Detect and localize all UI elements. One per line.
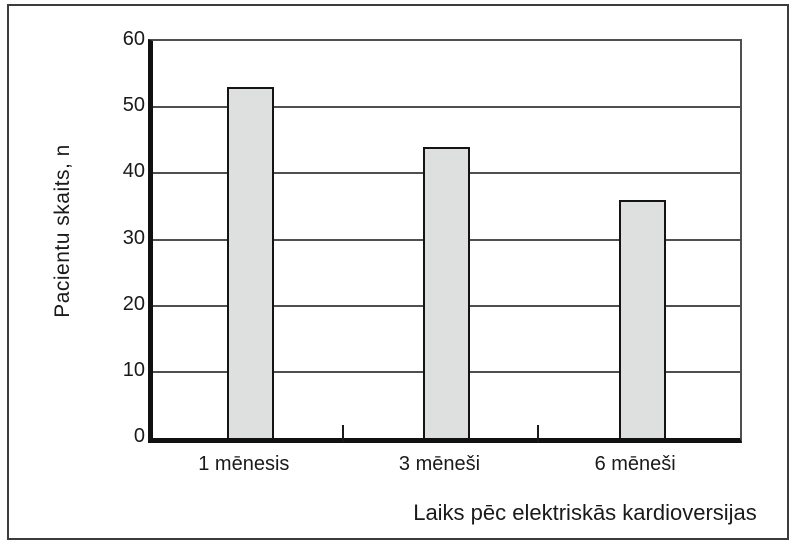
bar-3 mēneši	[423, 146, 470, 438]
x-axis-tick-1	[341, 425, 344, 442]
y-tick-label-10: 10	[122, 358, 145, 381]
y-tick-label-60: 60	[122, 28, 145, 50]
bar-1 mēnesis	[227, 87, 275, 438]
gridline-y50	[153, 106, 740, 109]
plot-area	[148, 39, 742, 443]
x-axis-tick-2	[537, 425, 540, 442]
y-axis-title: Pacientu skaits, n	[51, 144, 74, 318]
x-category-label-1: 1 mēnesis	[198, 453, 290, 475]
y-tick-label-50: 50	[122, 94, 145, 117]
bar-6 mēneši	[618, 199, 666, 438]
y-tick-label-40: 40	[122, 160, 145, 183]
y-tick-label-30: 30	[122, 226, 145, 249]
x-axis-title: Laiks pēc elektriskās kardioversijas	[413, 500, 757, 525]
y-tick-label-20: 20	[122, 292, 145, 315]
chart-frame: 0 10 20 30 40 50 60 1 mēnesis 3 mēneši 6 mēneši …	[7, 4, 789, 540]
y-tick-label-0: 0	[133, 425, 145, 447]
x-category-label-3: 6 mēneši	[594, 453, 676, 475]
x-category-label-2: 3 mēneši	[398, 453, 481, 475]
